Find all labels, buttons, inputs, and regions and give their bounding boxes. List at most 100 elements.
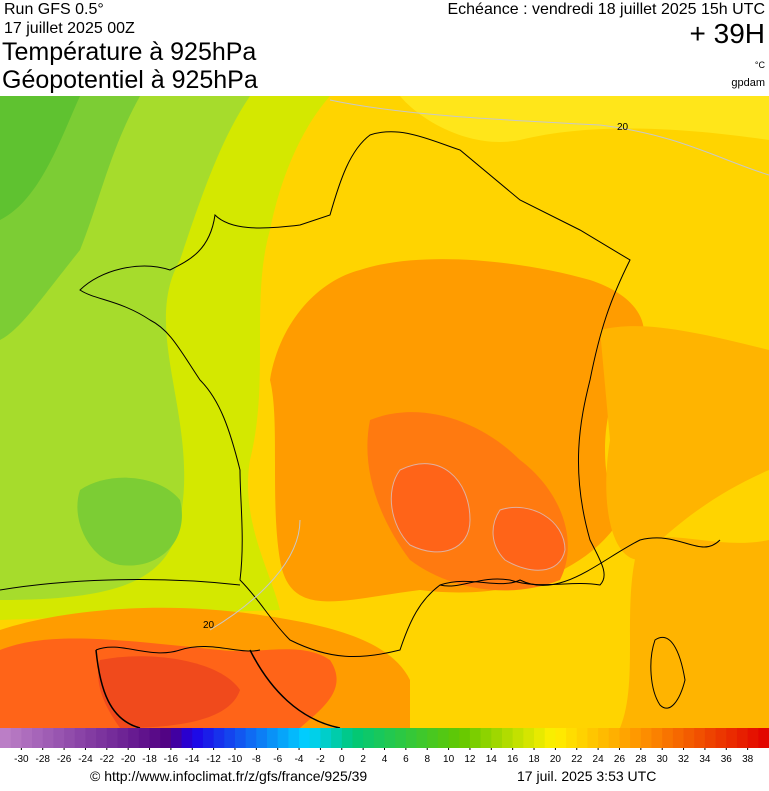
colorbar-swatch bbox=[747, 728, 759, 748]
colorbar-tick-label: -4 bbox=[295, 754, 304, 765]
colorbar-swatch bbox=[181, 728, 193, 748]
colorbar-tick-label: 14 bbox=[486, 754, 498, 765]
colorbar-tick-label: -30 bbox=[14, 754, 29, 765]
colorbar-swatch bbox=[138, 728, 151, 748]
colorbar-swatch bbox=[448, 728, 460, 748]
colorbar: -30 -28 -26 -24 -22 -20 -18 -16 -14 -12 -10 -8 -6 -4-… bbox=[0, 728, 769, 765]
colorbar-swatch bbox=[0, 728, 12, 748]
colorbar-tick-label: 20 bbox=[550, 754, 562, 765]
colorbar-swatch bbox=[192, 728, 204, 748]
colorbar-swatch bbox=[288, 728, 300, 748]
colorbar-tick-label: 0 bbox=[339, 754, 345, 765]
colorbar-tick-label: 24 bbox=[593, 754, 605, 765]
colorbar-swatch bbox=[758, 728, 769, 748]
colorbar-swatch bbox=[224, 728, 236, 748]
colorbar-swatch bbox=[726, 728, 738, 748]
contour-label: 20 bbox=[203, 620, 215, 631]
colorbar-swatch bbox=[128, 728, 140, 748]
colorbar-tick-label: -2 bbox=[316, 754, 325, 765]
colorbar-swatch bbox=[21, 728, 33, 748]
colorbar-swatch bbox=[64, 728, 76, 748]
colorbar-swatch bbox=[341, 728, 353, 748]
colorbar-tick-label: -22 bbox=[100, 754, 115, 765]
colorbar-swatch bbox=[10, 728, 22, 748]
colorbar-swatch bbox=[459, 728, 471, 748]
contour-label: 20 bbox=[617, 122, 629, 133]
temperature-zone bbox=[98, 656, 241, 728]
colorbar-tick-label: -6 bbox=[273, 754, 282, 765]
title-geopotential: Géopotentiel à 925hPa bbox=[2, 66, 258, 94]
colorbar-swatch bbox=[544, 728, 556, 748]
colorbar-tick-label: 28 bbox=[635, 754, 647, 765]
colorbar-swatch bbox=[234, 728, 247, 748]
colorbar-swatch bbox=[683, 728, 695, 748]
unit: °C bbox=[755, 60, 766, 70]
colorbar-swatch bbox=[32, 728, 44, 748]
colorbar-swatch bbox=[501, 728, 514, 748]
colorbar-tick-label: 2 bbox=[360, 754, 366, 765]
colorbar-tick-label: -12 bbox=[206, 754, 221, 765]
colorbar-tick-label: 10 bbox=[443, 754, 455, 765]
colorbar-swatch bbox=[608, 728, 620, 748]
colorbar-swatch bbox=[491, 728, 503, 748]
colorbar-tick-label: -28 bbox=[35, 754, 50, 765]
colorbar-tick-label: 34 bbox=[699, 754, 711, 765]
colorbar-swatch bbox=[480, 728, 492, 748]
colorbar-swatch bbox=[53, 728, 65, 748]
colorbar-swatch bbox=[523, 728, 535, 748]
colorbar-tick-label: 12 bbox=[464, 754, 476, 765]
colorbar-swatch bbox=[213, 728, 225, 748]
temperature-zone bbox=[600, 326, 769, 560]
run-date: 17 juillet 2025 00Z bbox=[4, 20, 135, 37]
title-temperature: Température à 925hPa bbox=[2, 38, 256, 66]
run-label: Run GFS 0.5° bbox=[4, 1, 104, 18]
temperature-zone bbox=[391, 463, 470, 552]
colorbar-tick-label: 4 bbox=[382, 754, 388, 765]
colorbar-tick-label: -18 bbox=[142, 754, 157, 765]
colorbar-swatch bbox=[256, 728, 268, 748]
colorbar-tick-label: -8 bbox=[252, 754, 261, 765]
colorbar-swatch bbox=[395, 728, 407, 748]
colorbar-swatch bbox=[715, 728, 727, 748]
colorbar-tick-label: -10 bbox=[228, 754, 243, 765]
colorbar-swatch bbox=[106, 728, 118, 748]
colorbar-swatch bbox=[704, 728, 717, 748]
map: 20 20 bbox=[0, 96, 769, 728]
temperature-zone bbox=[620, 537, 769, 728]
colorbar-swatch bbox=[427, 728, 439, 748]
colorbar-swatch bbox=[469, 728, 482, 748]
colorbar-tick-label: -24 bbox=[78, 754, 93, 765]
colorbar-swatch bbox=[320, 728, 332, 748]
colorbar-tick-label: 18 bbox=[528, 754, 540, 765]
colorbar-tick-label: 6 bbox=[403, 754, 409, 765]
colorbar-swatch bbox=[74, 728, 86, 748]
colorbar-swatch bbox=[598, 728, 610, 748]
colorbar-swatch bbox=[416, 728, 428, 748]
coastline bbox=[79, 131, 631, 657]
colorbar-tick-label: 22 bbox=[571, 754, 583, 765]
temperature-zone bbox=[400, 96, 769, 142]
colorbar-swatch bbox=[267, 728, 279, 748]
colorbar-tick-label: 32 bbox=[678, 754, 690, 765]
colorbar-tick-label: 30 bbox=[657, 754, 669, 765]
colorbar-swatch bbox=[437, 728, 450, 748]
colorbar-swatch bbox=[534, 728, 546, 748]
colorbar-swatch bbox=[619, 728, 631, 748]
colorbar-swatch bbox=[352, 728, 364, 748]
colorbar-tick-label: -26 bbox=[57, 754, 72, 765]
colorbar-tick-label: 26 bbox=[614, 754, 626, 765]
colorbar-swatch bbox=[736, 728, 749, 748]
colorbar-swatch bbox=[160, 728, 172, 748]
colorbar-swatch bbox=[85, 728, 97, 748]
colorbar-swatch bbox=[170, 728, 183, 748]
colorbar-swatch bbox=[299, 728, 311, 748]
colorbar-tick-label: 38 bbox=[742, 754, 754, 765]
colorbar-swatch bbox=[277, 728, 289, 748]
colorbar-swatch bbox=[331, 728, 343, 748]
colorbar-swatch bbox=[587, 728, 599, 748]
colorbar-swatch bbox=[405, 728, 418, 748]
colorbar-tick-label: -14 bbox=[185, 754, 200, 765]
isotherm bbox=[209, 99, 769, 631]
generated-time: 17 juil. 2025 3:53 UTC bbox=[517, 768, 656, 784]
colorbar-tick-label: 36 bbox=[721, 754, 733, 765]
